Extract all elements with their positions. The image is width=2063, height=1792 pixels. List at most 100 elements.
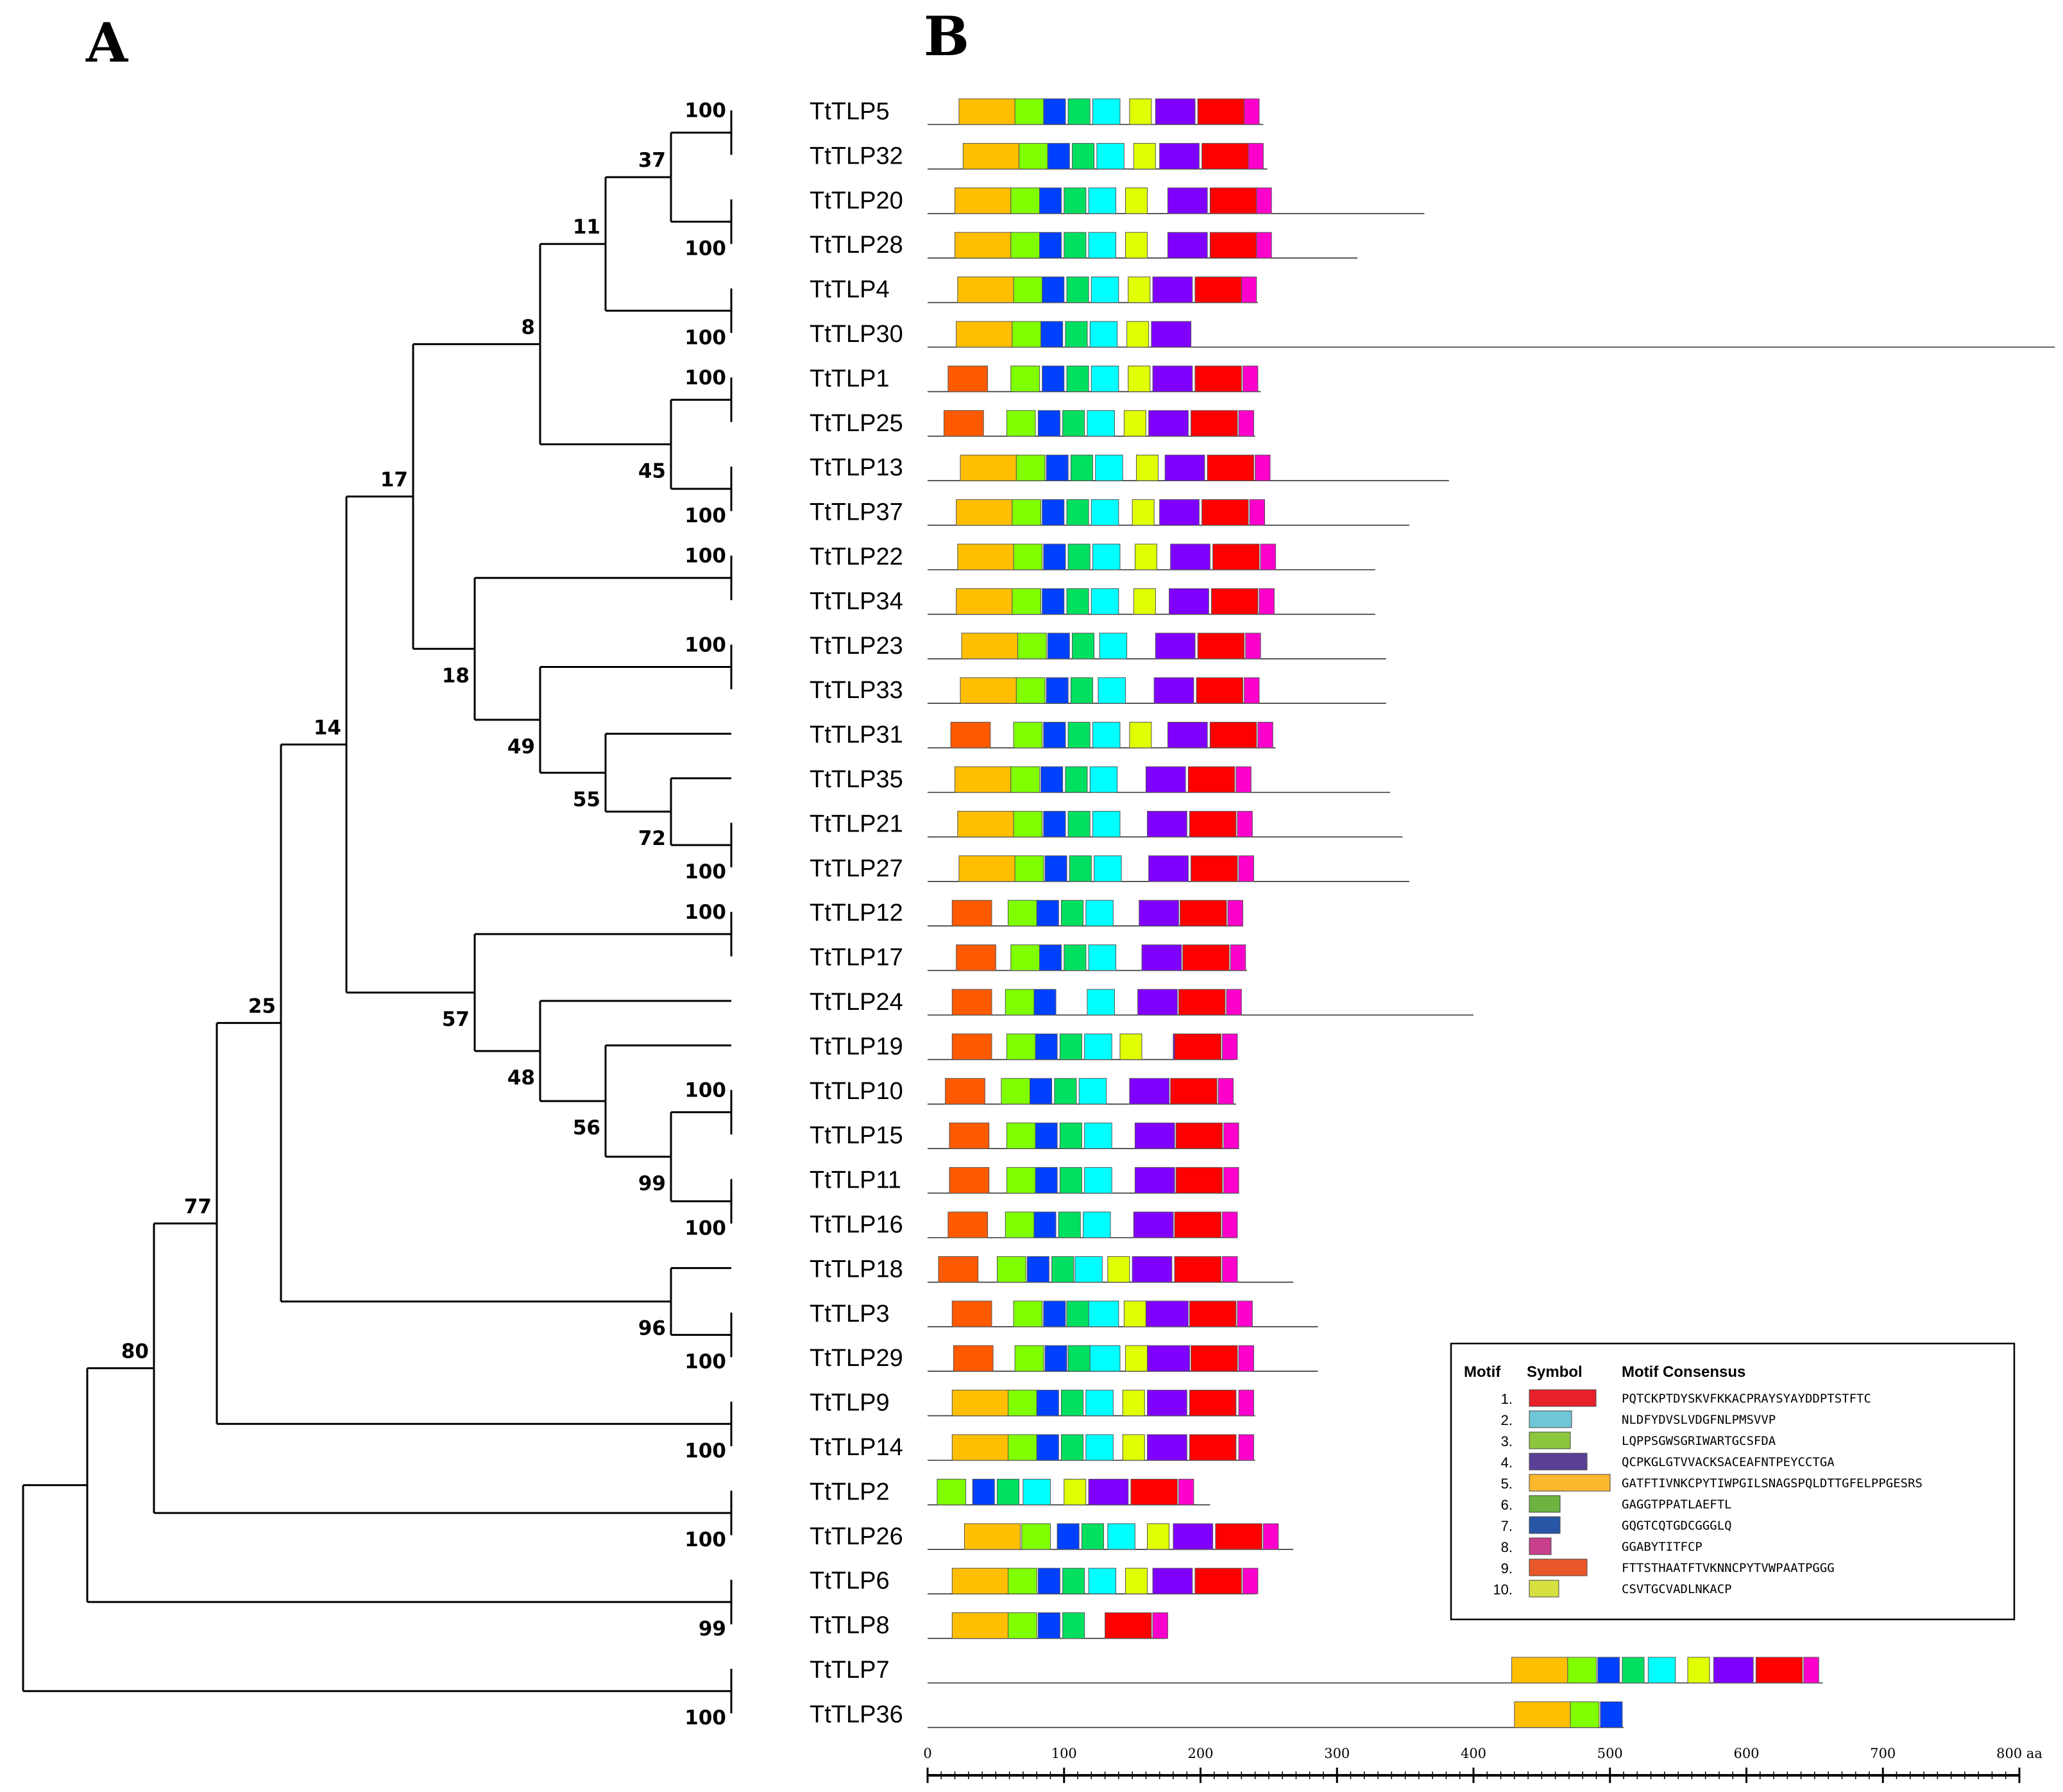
motif-row-tttlp18 <box>928 1256 1294 1283</box>
motif-1-box <box>1189 1434 1237 1461</box>
motif-6-box <box>1066 499 1089 526</box>
motif-9-box <box>947 1211 989 1238</box>
motif-row-tttlp16 <box>928 1211 1238 1238</box>
legend-consensus: FTTSTHAATFTVKNNCPYTVWPAATPGGG <box>1622 1561 1835 1575</box>
motif-6-box <box>1065 321 1088 348</box>
taxon-label: TtTLP12 <box>810 900 903 926</box>
motif-10-box <box>1125 232 1148 259</box>
motif-4-box <box>1170 543 1210 570</box>
motif-9-box <box>953 1345 994 1372</box>
motif-1-box <box>1130 1478 1178 1505</box>
motif-6-box <box>1067 98 1091 125</box>
motif-4-box <box>1137 989 1178 1016</box>
motif-8-box <box>1223 1122 1239 1149</box>
legend-motif-number: 10. <box>1493 1582 1513 1598</box>
motif-3-box <box>1015 454 1046 481</box>
motif-4-box <box>1164 454 1205 481</box>
motif-2-box <box>1099 633 1128 660</box>
bootstrap-value: 72 <box>638 827 666 850</box>
motif-4-box <box>1167 722 1208 749</box>
motif-3-box <box>1006 410 1036 437</box>
motif-6-box <box>1081 1523 1104 1550</box>
motif-1-box <box>1189 810 1237 837</box>
motif-4-box <box>1173 1523 1214 1550</box>
motif-row-tttlp7 <box>928 1657 1823 1684</box>
taxon-label: TtTLP28 <box>810 232 903 259</box>
axis-tick-label: 400 <box>1461 1746 1486 1761</box>
motif-5-box <box>956 499 1013 526</box>
motif-2-box <box>1107 1523 1135 1550</box>
motif-7-box <box>1043 98 1066 125</box>
motif-5-box <box>951 1390 1009 1417</box>
motif-2-box <box>1092 810 1121 837</box>
motif-4-box <box>1141 944 1182 971</box>
motif-1-box <box>1175 1122 1223 1149</box>
motif-6-box <box>1064 232 1087 259</box>
motif-3-box <box>1570 1701 1600 1728</box>
taxon-label: TtTLP13 <box>810 454 903 481</box>
motif-8-box <box>1248 142 1264 169</box>
motif-3-box <box>1006 1167 1036 1194</box>
motif-1-box <box>1187 766 1235 793</box>
motif-7-box <box>1040 321 1064 348</box>
motif-5-box <box>955 766 1012 793</box>
legend-motif-number: 8. <box>1501 1539 1513 1555</box>
bootstrap-value: 100 <box>684 99 726 123</box>
axis-tick-label: 200 <box>1187 1746 1213 1761</box>
motif-7-box <box>1043 543 1066 570</box>
motif-10-box <box>1133 588 1156 615</box>
motif-3-box <box>1006 1033 1036 1060</box>
motif-2-box <box>1085 900 1114 926</box>
motif-1-box <box>1211 588 1259 615</box>
motif-row-tttlp34 <box>928 588 1375 615</box>
legend-consensus: PQTCKPTDYSKVFKKACPRAYSYAYDDPTSTFTC <box>1622 1392 1871 1406</box>
motif-row-tttlp6 <box>928 1567 1259 1594</box>
legend-consensus: QCPKGLGTVVACKSACEAFNTPEYCCTGA <box>1622 1455 1835 1469</box>
motif-2-box <box>1083 1211 1111 1238</box>
bootstrap-value: 77 <box>184 1195 212 1218</box>
motif-6-box <box>1064 944 1087 971</box>
motif-9-box <box>949 1122 990 1149</box>
motif-6-box <box>1054 1078 1077 1105</box>
taxon-label: TtTLP9 <box>810 1390 890 1417</box>
motif-legend: Motif Symbol Motif Consensus 1. PQTCKPTDYSKV… <box>1450 1342 2016 1621</box>
motif-10-box <box>1125 187 1148 214</box>
motif-7-box <box>1039 187 1062 214</box>
motif-2-box <box>1023 1478 1051 1505</box>
motif-9-box <box>949 1167 990 1194</box>
motif-1-box <box>1207 454 1254 481</box>
bootstrap-value: 55 <box>573 788 600 811</box>
motif-6-box <box>1051 1256 1074 1283</box>
motif-5-box <box>958 855 1015 882</box>
bootstrap-value: 14 <box>314 716 341 739</box>
motif-7-box <box>1026 1256 1049 1283</box>
motif-8-box <box>1222 1256 1238 1283</box>
motif-row-tttlp17 <box>928 944 1247 971</box>
motif-5-box <box>964 1523 1021 1550</box>
motif-5-box <box>958 98 1015 125</box>
bootstrap-value: 45 <box>638 460 666 483</box>
motif-2-box <box>1092 722 1121 749</box>
motif-4-box <box>1152 365 1193 392</box>
taxon-label: TtTLP30 <box>810 321 903 348</box>
legend-consensus: GATFTIVNKCPYTIWPGILSNAGSPQLDTTGFELPPGESR… <box>1622 1476 1923 1490</box>
motif-6-box <box>1059 1167 1082 1194</box>
motif-1-box <box>1194 365 1242 392</box>
motif-6-box <box>1060 1434 1084 1461</box>
motif-6-box <box>1070 454 1093 481</box>
motif-3-box <box>1008 1612 1037 1639</box>
motif-8-box <box>1259 588 1275 615</box>
motif-8-box <box>1249 499 1265 526</box>
motif-5-box <box>955 232 1012 259</box>
motif-2-box <box>1078 1078 1107 1105</box>
motif-4-box <box>1167 232 1208 259</box>
motif-3-box <box>1014 855 1044 882</box>
bootstrap-value: 57 <box>442 1008 470 1031</box>
length-axis: 0 100 200 300 400 500 600 700 800 aa <box>923 1746 2042 1783</box>
bootstrap-value: 100 <box>684 504 726 527</box>
motif-10-box <box>1123 1301 1146 1327</box>
motif-4-box <box>1088 1478 1129 1505</box>
motif-8-box <box>1262 1523 1279 1550</box>
bootstrap-value: 100 <box>684 1216 726 1240</box>
taxon-label: TtTLP18 <box>810 1256 903 1283</box>
